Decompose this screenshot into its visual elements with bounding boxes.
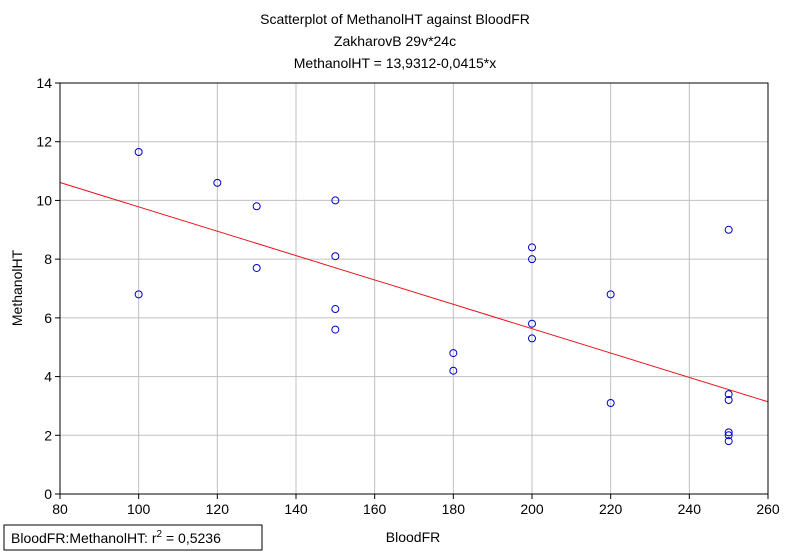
y-tick-label-10: 10 — [36, 192, 52, 208]
legend-prefix: BloodFR:MethanolHT: r — [11, 530, 157, 546]
y-tick-label-6: 6 — [44, 310, 52, 326]
data-point-4 — [252, 263, 261, 272]
data-point-11 — [528, 243, 536, 252]
data-point-18 — [724, 390, 733, 399]
chart-title: Scatterplot of MethanolHT against BloodF… — [260, 11, 530, 27]
data-point-7 — [331, 305, 340, 314]
regression-line — [59, 182, 769, 403]
x-tick-label-120: 120 — [206, 501, 230, 517]
x-axis-ticks: 80 100 120 140 160 180 200 220 240 260 — [52, 494, 780, 517]
x-tick-label-220: 220 — [599, 501, 623, 517]
x-tick-label-160: 160 — [363, 501, 387, 517]
data-point-22 — [724, 437, 733, 446]
data-point-15 — [606, 290, 615, 299]
fit-line-layer — [59, 182, 769, 403]
x-tick-label-100: 100 — [127, 501, 151, 517]
x-tick-label-200: 200 — [520, 501, 544, 517]
x-tick-label-260: 260 — [756, 501, 780, 517]
data-point-3 — [252, 202, 261, 211]
y-tick-label-4: 4 — [44, 369, 52, 385]
data-point-20 — [724, 428, 733, 437]
data-point-17 — [724, 225, 733, 234]
x-tick-label-240: 240 — [678, 501, 702, 517]
chart-subtitle: ZakharovB 29v*24c — [334, 33, 456, 49]
y-tick-label-2: 2 — [44, 427, 52, 443]
grid-lines — [60, 83, 768, 494]
chart-equation: MethanolHT = 13,9312-0,0415*x — [294, 55, 497, 71]
data-point-6 — [331, 252, 340, 261]
y-tick-label-12: 12 — [36, 134, 52, 150]
data-point-1 — [134, 290, 143, 299]
legend-text: BloodFR:MethanolHT: r2 = 0,5236 — [11, 529, 221, 546]
data-point-19 — [724, 396, 733, 405]
data-point-8 — [331, 325, 340, 334]
data-point-2 — [213, 178, 222, 187]
data-point-21 — [724, 431, 733, 440]
y-tick-label-14: 14 — [36, 75, 52, 91]
legend-box: BloodFR:MethanolHT: r2 = 0,5236 — [3, 524, 263, 551]
x-tick-label-80: 80 — [52, 501, 68, 517]
data-point-10 — [449, 366, 458, 375]
data-point-5 — [331, 196, 340, 205]
x-tick-label-180: 180 — [442, 501, 466, 517]
data-point-12 — [528, 255, 536, 264]
y-axis-label: MethanolHT — [9, 249, 25, 326]
legend-superscript: 2 — [157, 529, 163, 540]
y-tick-label-8: 8 — [44, 251, 52, 267]
data-point-0 — [134, 147, 143, 156]
x-tick-label-140: 140 — [284, 501, 308, 517]
legend-frame — [3, 524, 263, 551]
data-points — [134, 147, 733, 446]
data-point-14 — [528, 334, 536, 343]
data-point-13 — [528, 319, 536, 328]
plot-area-frame — [59, 82, 769, 495]
y-tick-label-0: 0 — [44, 486, 52, 502]
legend-suffix: = 0,5236 — [162, 530, 221, 546]
y-axis-ticks: 0 2 4 6 8 10 12 14 — [36, 75, 60, 502]
data-point-16 — [606, 398, 615, 407]
x-axis-label: BloodFR — [386, 529, 440, 545]
data-point-9 — [449, 349, 458, 358]
